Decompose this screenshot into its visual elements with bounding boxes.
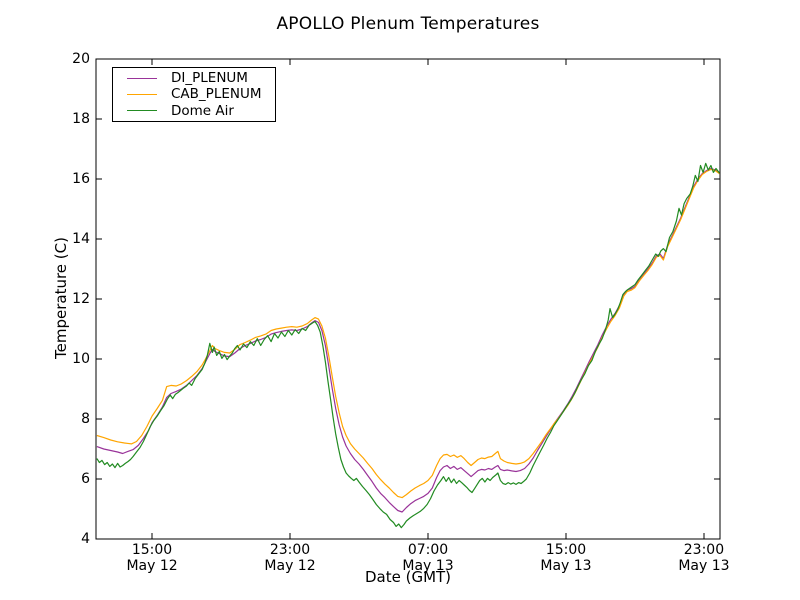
dome-air-line-swatch (127, 110, 157, 112)
y-tick-label: 18 (72, 111, 90, 127)
legend-label: CAB_PLENUM (171, 86, 262, 103)
x-tick-time: 07:00 (407, 542, 449, 558)
axes-frame (95, 58, 721, 540)
x-tick-date: May 13 (540, 558, 592, 574)
legend-label: Dome Air (171, 102, 234, 119)
x-tick-time: 23:00 (269, 542, 311, 558)
x-tick-label: 23:00 May 13 (659, 542, 749, 574)
y-tick-label: 20 (72, 51, 90, 67)
x-tick-date: May 12 (264, 558, 316, 574)
y-tick-label: 4 (81, 531, 90, 547)
y-tick-label: 12 (72, 291, 90, 307)
series-line-cab-plenum (96, 168, 720, 499)
x-tick-date: May 13 (678, 558, 730, 574)
x-tick-label: 07:00 May 13 (383, 542, 473, 574)
x-tick-label: 23:00 May 12 (245, 542, 335, 574)
y-tick-label: 8 (81, 411, 90, 427)
legend-label: DI_PLENUM (171, 70, 248, 87)
legend-item-dome-air: Dome Air (113, 103, 275, 119)
y-tick-label: 10 (72, 351, 90, 367)
legend: DI_PLENUM CAB_PLENUM Dome Air (112, 67, 276, 122)
cab-plenum-line-swatch (127, 93, 157, 95)
y-tick-label: 14 (72, 231, 90, 247)
legend-item-cab-plenum: CAB_PLENUM (113, 86, 275, 102)
x-tick-label: 15:00 May 12 (107, 542, 197, 574)
x-tick-time: 15:00 (131, 542, 173, 558)
x-axis-label: Date (GMT) (364, 568, 452, 586)
y-tick-label: 16 (72, 171, 90, 187)
x-tick-time: 15:00 (545, 542, 587, 558)
chart-title: APOLLO Plenum Temperatures (276, 14, 540, 34)
x-tick-label: 15:00 May 13 (521, 542, 611, 574)
di-plenum-line-swatch (127, 77, 157, 79)
x-tick-time: 23:00 (683, 542, 725, 558)
legend-item-di-plenum: DI_PLENUM (113, 70, 275, 86)
series-line-di-plenum (96, 167, 720, 513)
x-tick-date: May 13 (402, 558, 454, 574)
x-tick-date: May 12 (126, 558, 178, 574)
series-line-dome-air (96, 162, 720, 529)
y-tick-label: 6 (81, 471, 90, 487)
